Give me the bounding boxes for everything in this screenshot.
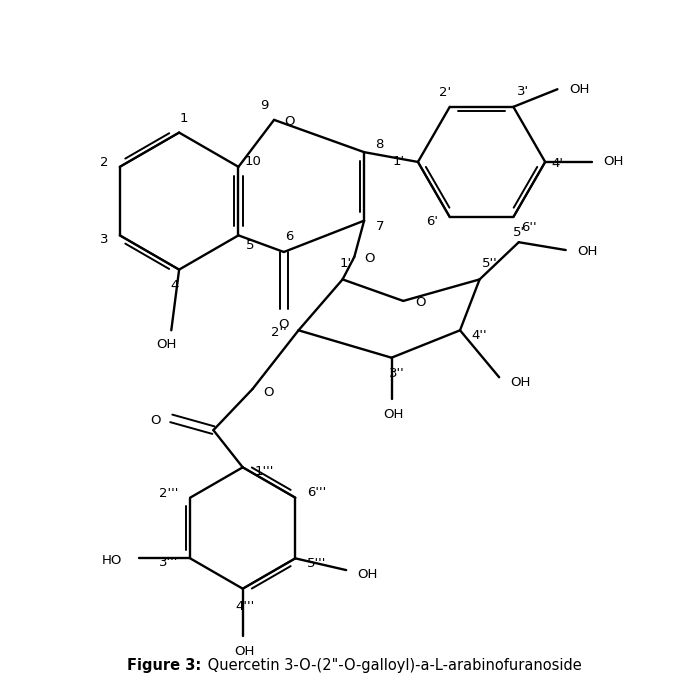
Text: 6': 6' bbox=[426, 215, 438, 228]
Text: 6: 6 bbox=[285, 230, 294, 243]
Text: O: O bbox=[416, 297, 426, 310]
Text: O: O bbox=[151, 414, 161, 427]
Text: 1'': 1'' bbox=[340, 257, 355, 270]
Text: Quercetin 3-O-(2"-O-galloyl)-a-L-arabinofuranoside: Quercetin 3-O-(2"-O-galloyl)-a-L-arabino… bbox=[203, 658, 581, 673]
Text: 2': 2' bbox=[439, 86, 451, 98]
Text: OH: OH bbox=[156, 338, 176, 352]
Text: OH: OH bbox=[383, 408, 403, 421]
Text: O: O bbox=[263, 387, 273, 400]
Text: 3': 3' bbox=[517, 85, 530, 98]
Text: O: O bbox=[279, 318, 289, 331]
Text: 8: 8 bbox=[376, 138, 384, 151]
Text: 4': 4' bbox=[551, 158, 563, 171]
Text: 6''': 6''' bbox=[307, 486, 326, 499]
Text: 1: 1 bbox=[180, 112, 188, 125]
Text: 4'': 4'' bbox=[472, 329, 487, 342]
Text: OH: OH bbox=[357, 568, 378, 581]
Text: 5''': 5''' bbox=[307, 557, 327, 570]
Text: 7: 7 bbox=[376, 220, 384, 233]
Text: 4''': 4''' bbox=[235, 600, 254, 613]
Text: 5'': 5'' bbox=[481, 257, 497, 270]
Text: 3: 3 bbox=[100, 233, 108, 246]
Text: 5': 5' bbox=[513, 226, 525, 239]
Text: 3'': 3'' bbox=[388, 367, 404, 380]
Text: HO: HO bbox=[102, 554, 122, 567]
Text: 1': 1' bbox=[393, 155, 405, 169]
Text: 6'': 6'' bbox=[521, 221, 536, 234]
Text: OH: OH bbox=[511, 376, 531, 389]
Text: 9: 9 bbox=[260, 98, 268, 111]
Text: 2: 2 bbox=[100, 156, 108, 169]
Text: 4: 4 bbox=[170, 279, 178, 292]
Text: OH: OH bbox=[603, 155, 624, 169]
Text: 2''': 2''' bbox=[159, 487, 178, 500]
Text: 10: 10 bbox=[245, 155, 262, 169]
Text: OH: OH bbox=[235, 645, 255, 658]
Text: Figure 3:: Figure 3: bbox=[127, 658, 201, 673]
Text: 3''': 3''' bbox=[159, 556, 178, 569]
Text: OH: OH bbox=[577, 246, 597, 259]
Text: 5: 5 bbox=[246, 239, 254, 252]
Text: O: O bbox=[365, 252, 375, 266]
Text: 2'': 2'' bbox=[271, 325, 287, 338]
Text: O: O bbox=[285, 116, 295, 129]
Text: 1''': 1''' bbox=[254, 464, 274, 477]
Text: OH: OH bbox=[569, 83, 589, 96]
